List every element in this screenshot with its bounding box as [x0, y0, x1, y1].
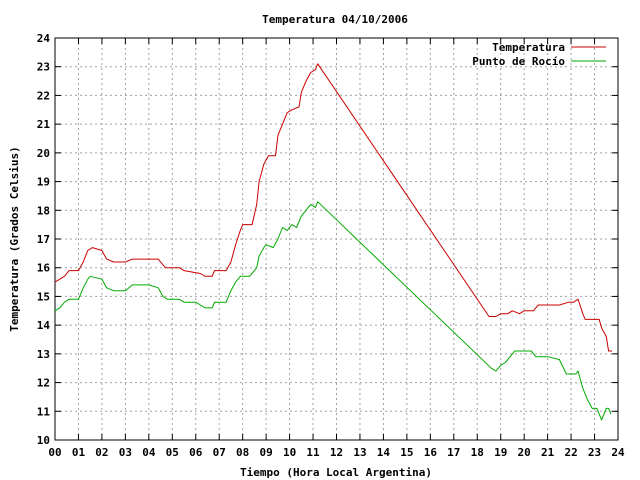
y-tick-label: 12 — [37, 377, 50, 390]
x-tick-label: 19 — [494, 446, 507, 459]
series-line-2 — [54, 201, 612, 421]
x-tick-label: 17 — [447, 446, 460, 459]
y-tick-label: 21 — [37, 118, 51, 131]
x-tick-label: 12 — [330, 446, 343, 459]
y-axis-label: Temperatura (Grados Celsius) — [8, 146, 21, 331]
y-tick-label: 17 — [37, 233, 50, 246]
y-tick-label: 18 — [37, 204, 50, 217]
y-tick-label: 23 — [37, 61, 50, 74]
y-tick-label: 11 — [37, 405, 51, 418]
y-tick-label: 20 — [37, 147, 50, 160]
x-tick-label: 09 — [260, 446, 273, 459]
series-layer — [54, 63, 613, 421]
legend-label: Punto de Rocío — [472, 55, 565, 68]
x-tick-label: 14 — [377, 446, 391, 459]
y-tick-label: 19 — [37, 176, 50, 189]
y-tick-label: 22 — [37, 89, 50, 102]
y-tick-label: 10 — [37, 434, 50, 447]
y-tick-label: 16 — [37, 262, 51, 275]
x-tick-label: 13 — [353, 446, 366, 459]
x-tick-label: 18 — [471, 446, 484, 459]
x-tick-label: 02 — [95, 446, 108, 459]
x-tick-label: 23 — [588, 446, 601, 459]
x-tick-label: 00 — [48, 446, 61, 459]
series-line-1 — [54, 63, 613, 352]
y-tick-label: 14 — [37, 319, 51, 332]
x-tick-label: 10 — [283, 446, 296, 459]
x-tick-label: 04 — [142, 446, 156, 459]
x-tick-label: 05 — [166, 446, 179, 459]
x-tick-label: 06 — [189, 446, 203, 459]
x-tick-label: 21 — [541, 446, 555, 459]
x-tick-label: 11 — [306, 446, 320, 459]
x-tick-label: 01 — [72, 446, 86, 459]
x-tick-label: 08 — [236, 446, 249, 459]
x-tick-label: 16 — [424, 446, 438, 459]
y-tick-label: 24 — [37, 32, 51, 45]
x-tick-label: 20 — [518, 446, 531, 459]
y-tick-label: 13 — [37, 348, 50, 361]
x-tick-label: 15 — [400, 446, 413, 459]
chart-title: Temperatura 04/10/2006 — [262, 13, 408, 26]
legend-label: Temperatura — [492, 41, 565, 54]
x-tick-label: 07 — [213, 446, 226, 459]
x-tick-label: 03 — [119, 446, 132, 459]
axis-ticks: 00 01 02 03 04 05 06 07 08 09 10 11 12 13 14 15 16 17 18 19… — [37, 32, 625, 459]
x-tick-label: 24 — [611, 446, 625, 459]
x-tick-label: 22 — [564, 446, 577, 459]
grid — [55, 38, 618, 440]
y-tick-label: 15 — [37, 290, 50, 303]
x-axis-label: Tiempo (Hora Local Argentina) — [240, 466, 432, 479]
